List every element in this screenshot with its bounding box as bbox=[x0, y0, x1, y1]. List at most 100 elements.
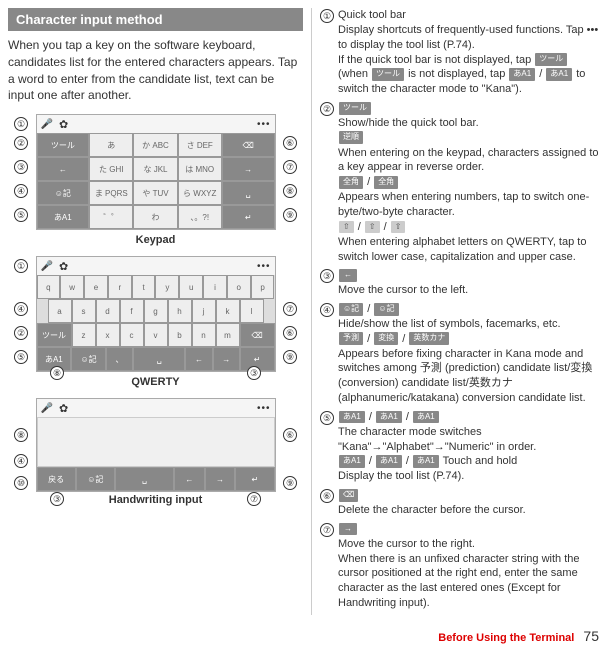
kb-key[interactable]: v bbox=[144, 323, 168, 347]
kb-key[interactable]: k bbox=[216, 299, 240, 323]
kb-key[interactable]: ⌫ bbox=[222, 133, 275, 157]
callout-8: ⑧ bbox=[283, 184, 297, 198]
kb-key[interactable]: た GHI bbox=[89, 157, 133, 181]
kb-spacer bbox=[264, 299, 275, 323]
kb-key[interactable]: ␣ bbox=[222, 181, 275, 205]
kb-key[interactable]: t bbox=[132, 275, 156, 299]
kb-key[interactable]: か ABC bbox=[133, 133, 177, 157]
shift-key-icon: ⇧ bbox=[365, 221, 380, 234]
mode-key-icon: あA1 bbox=[546, 68, 572, 81]
kb-key[interactable]: j bbox=[192, 299, 216, 323]
kb-key[interactable]: y bbox=[155, 275, 179, 299]
tool-key-icon: ツール bbox=[372, 68, 404, 81]
kb-key[interactable]: や TUV bbox=[133, 181, 177, 205]
kb-key[interactable]: w bbox=[60, 275, 84, 299]
desc-num-2: ② bbox=[320, 102, 334, 116]
desc-body-5: あA1 / あA1 / あA1 The character mode switc… bbox=[338, 410, 599, 484]
kb-key[interactable]: o bbox=[227, 275, 251, 299]
desc-body-7: → Move the cursor to the right. When the… bbox=[338, 522, 599, 611]
kb-key[interactable]: a bbox=[48, 299, 72, 323]
callout-7: ⑦ bbox=[283, 302, 297, 316]
handwriting-area[interactable] bbox=[37, 417, 275, 467]
kb-key[interactable]: i bbox=[203, 275, 227, 299]
kb-key[interactable]: ら WXYZ bbox=[178, 181, 222, 205]
kb-key[interactable]: ↵ bbox=[222, 205, 275, 229]
zenkaku-key-icon: 全角 bbox=[339, 176, 363, 189]
predict-key-icon: 予測 bbox=[339, 332, 363, 345]
shift-key-icon: ⇧ bbox=[391, 221, 406, 234]
kb-key[interactable]: ☺記 bbox=[76, 467, 115, 491]
kb-key[interactable]: ツール bbox=[37, 323, 72, 347]
callout-6: ⑥ bbox=[283, 428, 297, 442]
desc-body-3: ← Move the cursor to the left. bbox=[338, 268, 599, 298]
kb-key[interactable]: h bbox=[168, 299, 192, 323]
callout-4: ④ bbox=[14, 302, 28, 316]
kb-key[interactable]: r bbox=[108, 275, 132, 299]
left-key-icon: ← bbox=[339, 269, 357, 282]
kb-key[interactable]: わ bbox=[133, 205, 177, 229]
mode-key-icon: あA1 bbox=[509, 68, 535, 81]
settings-icon: ✿ bbox=[59, 118, 68, 131]
desc-num-5: ⑤ bbox=[320, 411, 334, 425]
desc-num-4: ④ bbox=[320, 303, 334, 317]
kb-key[interactable]: ␣ bbox=[115, 467, 174, 491]
desc-num-3: ③ bbox=[320, 269, 334, 283]
kb-key[interactable]: s bbox=[72, 299, 96, 323]
kb-key[interactable]: さ DEF bbox=[178, 133, 222, 157]
settings-icon: ✿ bbox=[59, 402, 68, 415]
kb-key[interactable]: m bbox=[216, 323, 240, 347]
kb-key[interactable]: な JKL bbox=[133, 157, 177, 181]
callout-5: ⑤ bbox=[14, 208, 28, 222]
kb-key[interactable]: n bbox=[192, 323, 216, 347]
kb-key[interactable]: d bbox=[96, 299, 120, 323]
kb-key[interactable]: ☺記 bbox=[71, 347, 106, 371]
desc-num-1: ① bbox=[320, 9, 334, 23]
desc-num-6: ⑥ bbox=[320, 489, 334, 503]
delete-key-icon: ⌫ bbox=[339, 489, 358, 502]
kb-key[interactable]: ☺記 bbox=[37, 181, 90, 205]
dots-icon: ••• bbox=[257, 119, 271, 130]
kb-key[interactable]: ← bbox=[185, 347, 212, 371]
kb-key[interactable]: は MNO bbox=[178, 157, 222, 181]
kb-key[interactable]: 、 bbox=[106, 347, 133, 371]
callout-3: ③ bbox=[14, 160, 28, 174]
kb-key[interactable]: あ bbox=[89, 133, 133, 157]
kb-key[interactable]: → bbox=[213, 347, 240, 371]
kb-key[interactable]: 、。?! bbox=[178, 205, 222, 229]
kb-key[interactable]: ⌫ bbox=[240, 323, 275, 347]
kb-key[interactable]: p bbox=[251, 275, 275, 299]
kb-key[interactable]: l bbox=[240, 299, 264, 323]
kb-key[interactable]: ← bbox=[174, 467, 205, 491]
kb-key[interactable]: → bbox=[222, 157, 275, 181]
callout-6: ⑥ bbox=[283, 326, 297, 340]
kb-key[interactable]: q bbox=[37, 275, 61, 299]
kb-key[interactable]: u bbox=[179, 275, 203, 299]
mic-icon: 🎤 bbox=[41, 119, 53, 130]
dots-icon: ••• bbox=[257, 403, 271, 414]
kb-key[interactable]: ツール bbox=[37, 133, 90, 157]
kb-key[interactable]: ま PQRS bbox=[89, 181, 133, 205]
kb-key[interactable]: e bbox=[84, 275, 108, 299]
kb-key[interactable]: f bbox=[120, 299, 144, 323]
kb-key[interactable]: 戻る bbox=[37, 467, 76, 491]
zenkaku-key-icon: 全角 bbox=[374, 176, 398, 189]
kb-key[interactable]: ␣ bbox=[133, 347, 185, 371]
kb-key[interactable]: ← bbox=[37, 157, 90, 181]
callout-4: ④ bbox=[14, 454, 28, 468]
kb-key[interactable]: ↵ bbox=[235, 467, 274, 491]
kb-key[interactable]: → bbox=[205, 467, 236, 491]
kb-key[interactable]: g bbox=[144, 299, 168, 323]
mic-icon: 🎤 bbox=[41, 403, 53, 414]
desc-body-2: ツール Show/hide the quick tool bar. 逆順 Whe… bbox=[338, 101, 599, 264]
hw-topbar: 🎤 ✿ ••• bbox=[37, 399, 275, 417]
kb-key[interactable]: ゛゜ bbox=[89, 205, 133, 229]
mic-icon: 🎤 bbox=[41, 261, 53, 272]
kb-key[interactable]: x bbox=[96, 323, 120, 347]
emoji-key-icon: ☺記 bbox=[339, 303, 363, 316]
kb-key[interactable]: b bbox=[168, 323, 192, 347]
intro-text: When you tap a key on the software keybo… bbox=[8, 37, 303, 104]
mode-key-icon: あA1 bbox=[339, 411, 365, 424]
kb-key[interactable]: あA1 bbox=[37, 205, 90, 229]
kb-key[interactable]: z bbox=[72, 323, 96, 347]
kb-key[interactable]: c bbox=[120, 323, 144, 347]
